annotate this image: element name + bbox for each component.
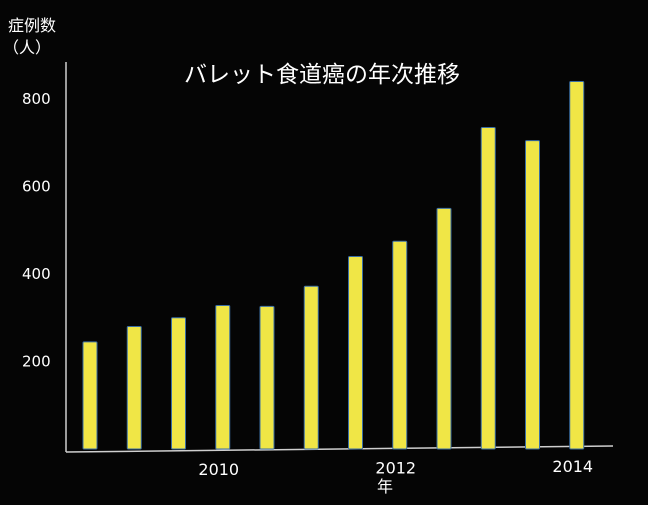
y-tick-label: 200 xyxy=(22,353,51,371)
bar xyxy=(303,285,319,450)
y-tick-label: 400 xyxy=(22,265,51,283)
bar xyxy=(480,126,496,450)
x-tick-label: 2010 xyxy=(198,460,239,479)
x-tick-label: 2012 xyxy=(375,459,416,478)
x-axis-line xyxy=(65,445,614,453)
bar xyxy=(436,207,452,450)
x-tick-labels: 2010201220142016 xyxy=(198,457,593,479)
y-axis-label-line-2: （人） xyxy=(3,38,51,57)
bars-group xyxy=(82,81,585,450)
bar xyxy=(259,305,275,450)
chart-title: バレット食道癌の年次推移 xyxy=(184,62,460,88)
bar xyxy=(348,256,363,450)
bar xyxy=(126,326,142,450)
bar xyxy=(569,81,585,450)
x-axis-label: 年 xyxy=(377,477,393,496)
y-axis-label-line-1: 症例数 xyxy=(8,16,56,35)
y-tick-label: 800 xyxy=(22,90,51,108)
bar xyxy=(392,240,408,450)
bar xyxy=(82,341,98,450)
bar xyxy=(215,305,231,450)
x-tick-label: 2014 xyxy=(552,457,593,476)
bar xyxy=(171,317,186,450)
bar xyxy=(525,140,540,450)
y-tick-labels: 200 400 600 800 xyxy=(22,90,51,371)
y-tick-label: 600 xyxy=(22,178,51,196)
